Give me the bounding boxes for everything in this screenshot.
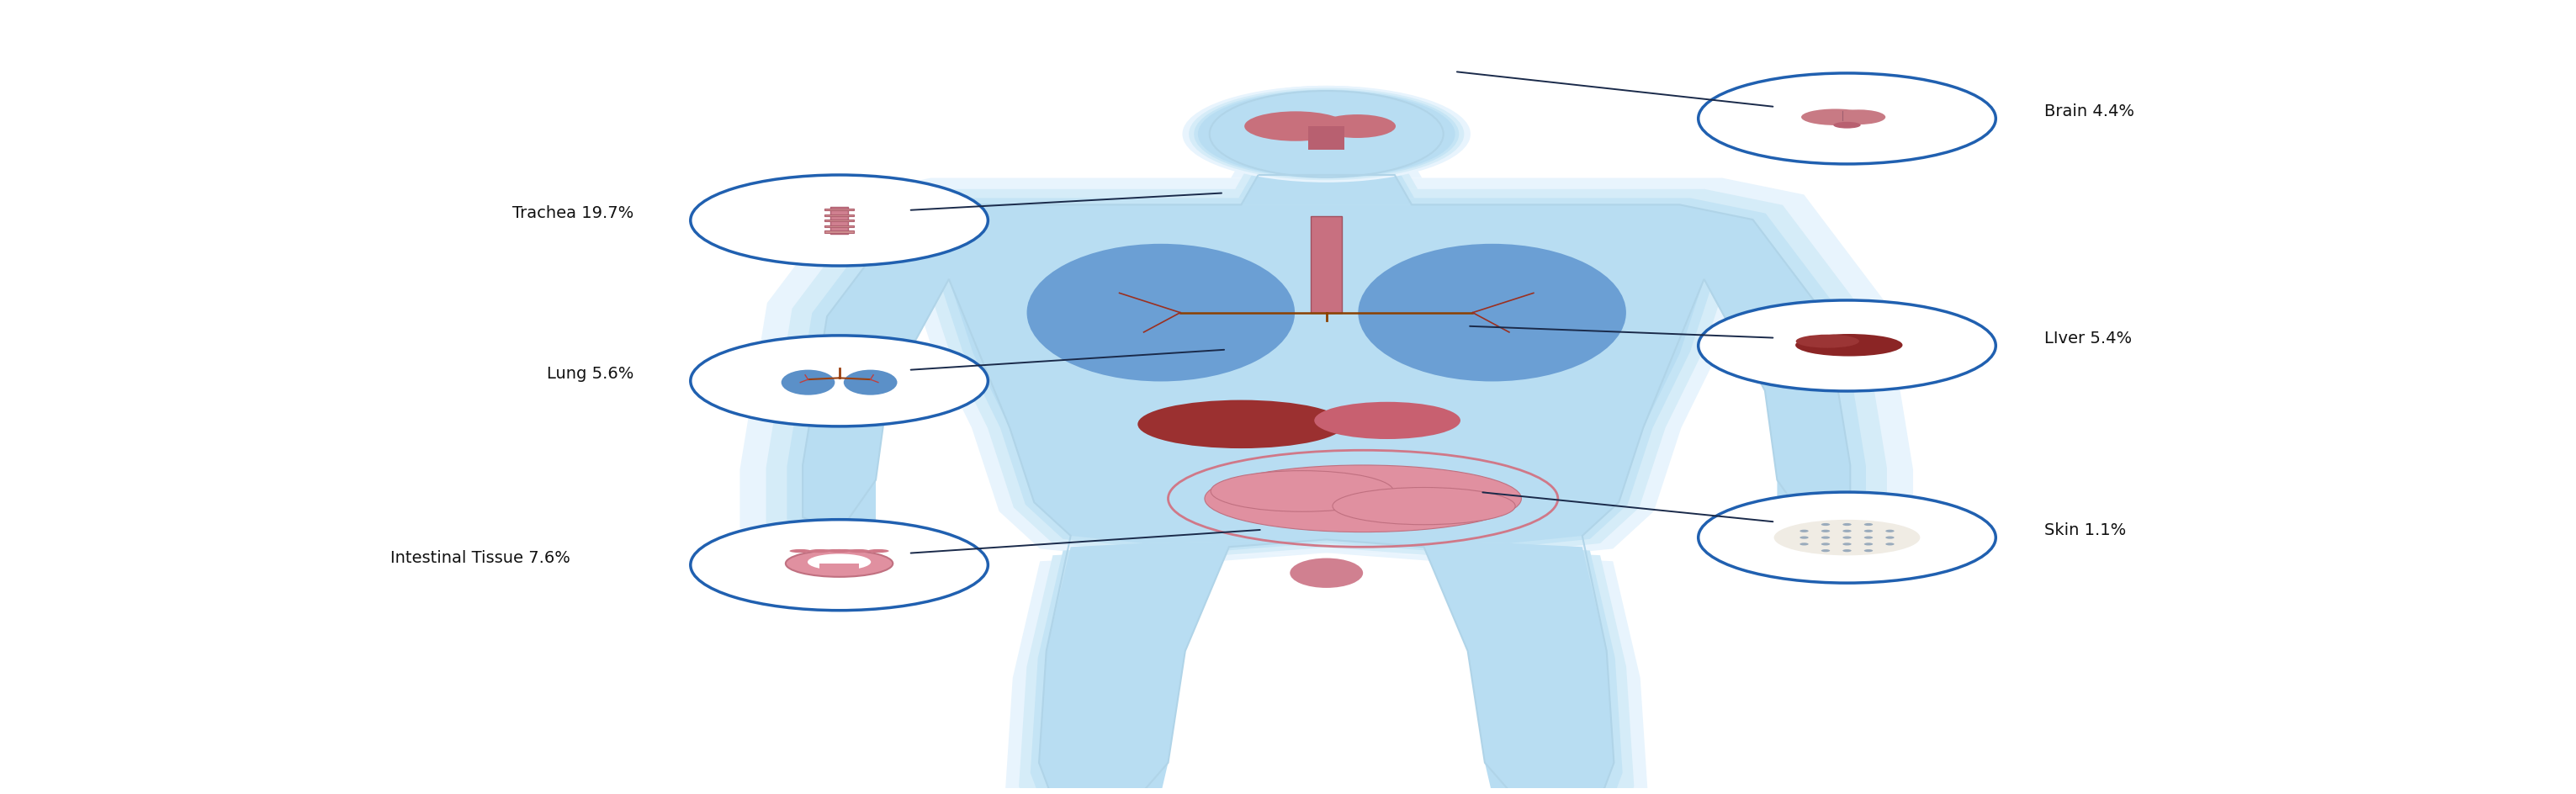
Polygon shape: [1236, 158, 1417, 190]
Circle shape: [690, 336, 989, 426]
Circle shape: [1821, 549, 1829, 553]
Ellipse shape: [1801, 110, 1870, 126]
Polygon shape: [1030, 543, 1327, 794]
Ellipse shape: [806, 554, 871, 570]
Polygon shape: [1705, 190, 1886, 540]
Polygon shape: [1723, 179, 1914, 545]
Ellipse shape: [1139, 400, 1345, 449]
Circle shape: [1865, 543, 1873, 545]
Circle shape: [1886, 543, 1893, 545]
Circle shape: [1865, 530, 1873, 533]
Circle shape: [1821, 530, 1829, 533]
Text: Skin 1.1%: Skin 1.1%: [2045, 522, 2125, 538]
Bar: [819, 564, 858, 572]
Ellipse shape: [1244, 112, 1347, 142]
Ellipse shape: [848, 549, 871, 553]
Polygon shape: [1327, 543, 1623, 794]
Ellipse shape: [791, 549, 811, 553]
Ellipse shape: [868, 549, 889, 553]
Text: Trachea 19.7%: Trachea 19.7%: [513, 205, 634, 222]
Text: Lung 5.6%: Lung 5.6%: [546, 365, 634, 381]
Bar: [1311, 217, 1342, 313]
Bar: [1309, 127, 1345, 150]
Ellipse shape: [1211, 471, 1394, 512]
Polygon shape: [1242, 175, 1412, 206]
Ellipse shape: [1832, 110, 1886, 125]
Ellipse shape: [1795, 334, 1904, 357]
Ellipse shape: [1198, 91, 1455, 178]
Circle shape: [1865, 523, 1873, 526]
Polygon shape: [1680, 206, 1850, 532]
Ellipse shape: [829, 549, 850, 553]
Ellipse shape: [1314, 403, 1461, 439]
Ellipse shape: [786, 550, 894, 577]
Ellipse shape: [1332, 488, 1515, 525]
Circle shape: [1886, 537, 1893, 539]
Text: LIver 5.4%: LIver 5.4%: [2045, 330, 2133, 346]
Circle shape: [1842, 530, 1852, 533]
Polygon shape: [1327, 548, 1633, 794]
Ellipse shape: [1190, 89, 1463, 181]
Circle shape: [1821, 537, 1829, 539]
Polygon shape: [1690, 198, 1865, 535]
Text: Brain 4.4%: Brain 4.4%: [2045, 103, 2136, 119]
Bar: [824, 225, 853, 228]
Circle shape: [690, 520, 989, 611]
Ellipse shape: [1358, 245, 1625, 382]
Circle shape: [1821, 523, 1829, 526]
Circle shape: [1842, 523, 1852, 526]
Bar: [829, 207, 848, 234]
Polygon shape: [904, 179, 1749, 557]
Polygon shape: [922, 190, 1731, 552]
Polygon shape: [1327, 553, 1649, 794]
Bar: [824, 231, 853, 233]
Ellipse shape: [1206, 91, 1448, 179]
Circle shape: [1698, 74, 1996, 164]
Polygon shape: [1231, 145, 1422, 179]
Ellipse shape: [1182, 87, 1471, 183]
Circle shape: [1865, 537, 1873, 539]
Bar: [824, 221, 853, 222]
Circle shape: [1698, 301, 1996, 391]
Ellipse shape: [1291, 558, 1363, 588]
Circle shape: [1801, 530, 1808, 533]
Ellipse shape: [781, 370, 835, 395]
Ellipse shape: [1211, 91, 1443, 178]
Ellipse shape: [1319, 115, 1396, 139]
Circle shape: [1698, 492, 1996, 584]
Circle shape: [1842, 537, 1852, 539]
Circle shape: [690, 175, 989, 266]
Ellipse shape: [1195, 87, 1458, 183]
Polygon shape: [739, 179, 930, 545]
Ellipse shape: [1834, 122, 1860, 129]
Bar: [824, 210, 853, 211]
Polygon shape: [948, 206, 1705, 543]
Circle shape: [1842, 543, 1852, 545]
Ellipse shape: [1206, 465, 1522, 532]
Text: Intestinal Tissue 7.6%: Intestinal Tissue 7.6%: [389, 549, 569, 565]
Circle shape: [1886, 530, 1893, 533]
Circle shape: [1821, 543, 1829, 545]
Polygon shape: [804, 206, 974, 532]
Ellipse shape: [809, 549, 829, 553]
Circle shape: [1801, 543, 1808, 545]
Ellipse shape: [842, 370, 896, 395]
Circle shape: [1865, 549, 1873, 553]
Ellipse shape: [1775, 520, 1919, 556]
Polygon shape: [765, 190, 948, 540]
Polygon shape: [788, 198, 963, 535]
Polygon shape: [938, 198, 1716, 547]
Circle shape: [1842, 549, 1852, 553]
Ellipse shape: [1795, 335, 1860, 349]
Polygon shape: [1020, 548, 1327, 794]
Ellipse shape: [1195, 91, 1458, 179]
Polygon shape: [1038, 540, 1327, 794]
Ellipse shape: [1200, 89, 1453, 181]
Polygon shape: [1239, 168, 1414, 198]
Polygon shape: [1327, 540, 1615, 794]
Circle shape: [1801, 537, 1808, 539]
Bar: [824, 215, 853, 217]
Ellipse shape: [1028, 245, 1296, 382]
Polygon shape: [1005, 553, 1327, 794]
